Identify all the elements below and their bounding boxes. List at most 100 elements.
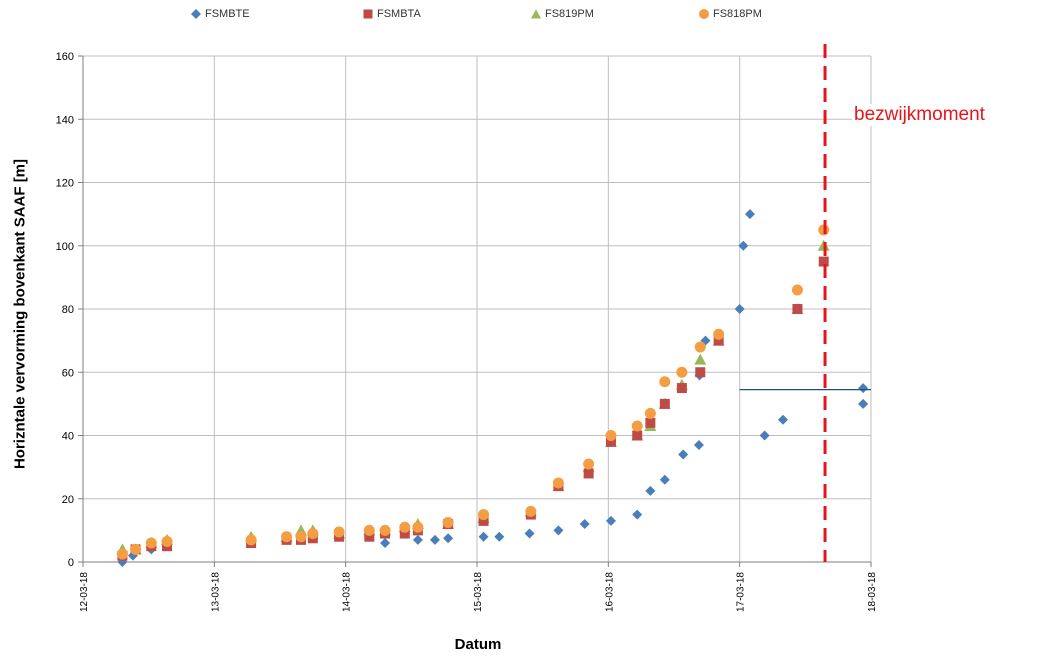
data-point-fsmbta	[632, 430, 643, 441]
data-point-fs818pm	[412, 521, 424, 533]
data-point-fs818pm	[583, 458, 595, 470]
data-point-fs818pm	[116, 548, 128, 560]
y-tick-label: 0	[68, 557, 74, 569]
legend: FSMBTE FSMBTA FS819PM FS818PM	[190, 8, 810, 24]
data-point-fsmbte	[734, 304, 745, 314]
data-point-fs818pm	[281, 531, 293, 543]
data-point-fs818pm	[713, 328, 725, 340]
data-point-fsmbta	[583, 468, 594, 479]
grid-lines	[83, 55, 872, 562]
data-point-fsmbta	[695, 367, 706, 378]
legend-label: FS819PM	[545, 8, 594, 20]
data-point-fs818pm	[379, 524, 391, 536]
x-tick-label: 16-03-18	[604, 572, 615, 612]
y-tick-label: 60	[62, 367, 74, 379]
data-point-fsmbta	[792, 304, 803, 314]
data-point-fsmbte	[380, 538, 391, 549]
legend-item-fs819pm: FS819PM	[530, 8, 594, 20]
data-point-fsmbta	[364, 531, 375, 542]
data-points	[116, 209, 869, 567]
legend-item-fs818pm: FS818PM	[698, 8, 762, 20]
data-point-fs818pm	[659, 376, 671, 388]
data-point-fsmbte	[494, 531, 505, 542]
data-point-fsmbte	[778, 414, 789, 425]
data-point-fsmbte	[759, 430, 770, 441]
data-point-fs819pm	[694, 353, 707, 365]
data-point-fs818pm	[791, 284, 803, 296]
data-point-fsmbta	[659, 398, 670, 409]
data-point-fsmbte	[553, 525, 564, 536]
y-tick-labels: 0 20 40 60 80 100 120 140 160	[56, 51, 74, 569]
x-tick-label: 14-03-18	[342, 572, 353, 612]
data-point-fsmbta	[676, 383, 687, 394]
data-point-fsmbte	[579, 519, 590, 530]
data-point-fs818pm	[694, 341, 706, 353]
y-tick-label: 140	[56, 114, 74, 126]
data-point-fsmbta	[605, 436, 616, 447]
data-point-fsmbta	[399, 528, 410, 539]
legend-item-fsmbte: FSMBTE	[190, 8, 250, 20]
legend-label: FS818PM	[713, 8, 762, 20]
data-point-fs818pm	[525, 505, 537, 517]
y-tick-label: 40	[62, 431, 74, 443]
annotation-lines	[739, 44, 871, 562]
x-axis-label: Datum	[454, 636, 502, 653]
legend-label: FSMBTE	[205, 8, 250, 20]
diamond-marker-icon	[190, 8, 202, 20]
data-point-fsmbte	[693, 439, 704, 450]
data-point-fs818pm	[307, 528, 319, 540]
data-point-fs818pm	[295, 531, 307, 543]
data-point-fs818pm	[145, 537, 157, 549]
data-point-fsmbte	[858, 383, 869, 394]
circle-marker-icon	[698, 8, 710, 20]
data-point-fsmbte	[524, 528, 535, 539]
data-point-fs818pm	[333, 526, 345, 538]
data-point-fsmbta	[645, 417, 656, 428]
y-tick-label: 100	[56, 241, 74, 253]
x-tick-label: 13-03-18	[210, 572, 221, 612]
data-point-fsmbte	[429, 534, 440, 545]
data-point-fs818pm	[245, 534, 257, 546]
data-point-fs818pm	[552, 477, 564, 489]
data-point-fsmbte	[645, 485, 656, 496]
data-point-fsmbte	[412, 534, 423, 545]
data-point-fs818pm	[478, 509, 490, 521]
data-point-fs818pm	[363, 524, 375, 536]
y-tick-label: 160	[56, 51, 74, 63]
data-point-fs818pm	[631, 420, 643, 432]
x-tick-label: 15-03-18	[473, 572, 484, 612]
data-point-fsmbta	[818, 256, 829, 267]
square-marker-icon	[362, 8, 374, 20]
data-point-fs818pm	[676, 366, 688, 378]
triangle-marker-icon	[530, 8, 542, 20]
data-point-fsmbte	[744, 209, 755, 220]
x-tick-label: 18-03-18	[867, 572, 878, 612]
data-point-fsmbte	[858, 398, 869, 409]
y-axis-label: Horizntale vervorming bovenkant SAAF [m]	[11, 158, 29, 470]
x-tick-label: 12-03-18	[79, 572, 90, 612]
data-point-fs818pm	[130, 543, 142, 555]
data-point-fs818pm	[605, 430, 617, 441]
failure-moment-annotation: bezwijkmoment	[852, 104, 987, 126]
legend-label: FSMBTA	[377, 8, 421, 20]
axes	[78, 55, 872, 567]
x-tick-labels: 12-03-18 13-03-18 14-03-18 15-03-18 16-03-18…	[79, 572, 878, 612]
data-point-fsmbte	[738, 240, 749, 251]
data-point-fsmbta	[713, 335, 724, 346]
data-point-fs818pm	[399, 521, 411, 533]
y-tick-label: 120	[56, 178, 74, 190]
data-point-fsmbte	[632, 509, 643, 520]
data-point-fsmbte	[605, 515, 616, 526]
data-point-fsmbta	[478, 515, 489, 526]
y-tick-label: 20	[62, 494, 74, 506]
x-tick-label: 17-03-18	[736, 572, 747, 612]
data-point-fsmbte	[478, 531, 489, 542]
y-tick-label: 80	[62, 304, 74, 316]
legend-item-fsmbta: FSMBTA	[362, 8, 421, 20]
data-point-fsmbte	[678, 449, 689, 460]
data-point-fs818pm	[442, 516, 454, 528]
data-point-fs818pm	[161, 535, 173, 547]
data-point-fs818pm	[644, 407, 656, 419]
data-point-fsmbte	[659, 474, 670, 485]
